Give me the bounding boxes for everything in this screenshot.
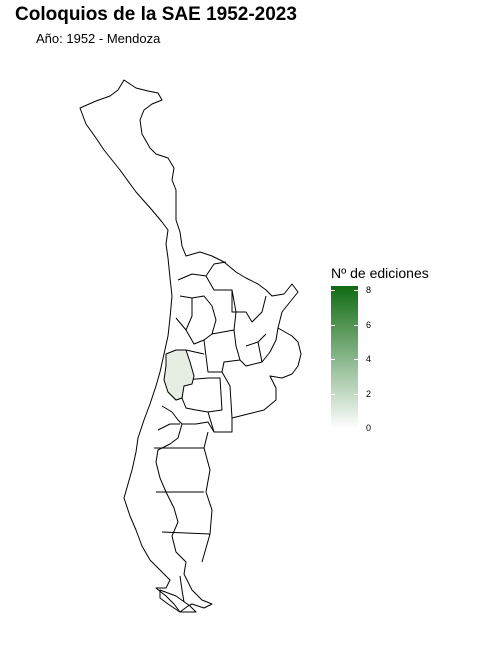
- legend-tick-mark: [354, 394, 358, 395]
- legend-tick-mark: [331, 325, 335, 326]
- legend-title: Nº de ediciones: [331, 265, 429, 281]
- legend-tick-label: 4: [366, 354, 372, 364]
- legend-colorbar: [331, 286, 358, 429]
- legend-tick-mark: [331, 290, 335, 291]
- legend-tick-label: 6: [366, 319, 372, 330]
- province-lines-south: [203, 447, 213, 535]
- mendoza-region: [163, 349, 195, 401]
- legend-tick-label: 0: [366, 423, 372, 433]
- legend-tick-mark: [354, 325, 358, 326]
- outer-outline: [79, 79, 302, 613]
- legend-tick-mark: [331, 428, 335, 429]
- legend-tick-mark: [354, 428, 358, 429]
- tierra-del-fuego: [159, 589, 197, 613]
- legend-tick-mark: [354, 290, 358, 291]
- legend-tick-mark: [331, 359, 335, 360]
- legend-tick-label: 2: [366, 388, 372, 399]
- legend-tick-mark: [354, 359, 358, 360]
- legend-tick-label: 8: [366, 285, 372, 295]
- legend-tick-mark: [331, 394, 335, 395]
- chart-subtitle: Año: 1952 - Mendoza: [36, 31, 161, 46]
- chart-title: Coloquios de la SAE 1952-2023: [15, 4, 297, 25]
